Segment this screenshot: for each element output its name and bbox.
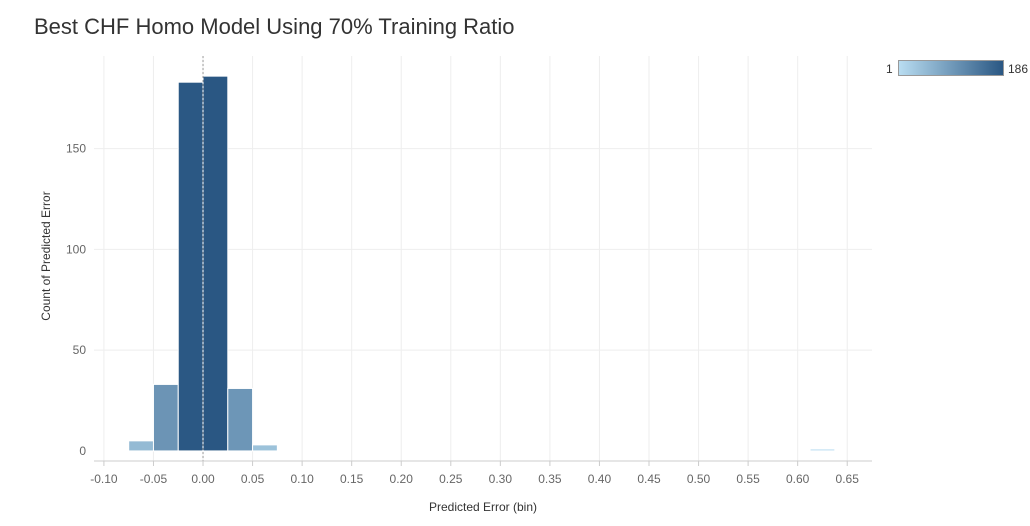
x-tick-label: 0.15 bbox=[340, 472, 364, 486]
histogram-bar bbox=[252, 444, 278, 452]
x-tick-label: 0.05 bbox=[241, 472, 265, 486]
y-axis-title: Count of Predicted Error bbox=[39, 191, 53, 320]
histogram-bar bbox=[809, 448, 836, 452]
histogram-bar bbox=[177, 81, 204, 452]
x-tick-label: 0.30 bbox=[489, 472, 513, 486]
y-tick-label: 100 bbox=[66, 242, 86, 256]
x-tick-label: 0.45 bbox=[637, 472, 661, 486]
histogram-bar bbox=[227, 387, 254, 452]
color-legend: 1 186 bbox=[880, 58, 1030, 80]
histogram-bar bbox=[128, 440, 154, 452]
chart-title: Best CHF Homo Model Using 70% Training R… bbox=[34, 14, 515, 39]
y-axis-ticks: 0 50 100 150 bbox=[66, 142, 86, 458]
x-tick-label: 0.20 bbox=[390, 472, 414, 486]
legend-gradient-bar bbox=[898, 60, 1004, 76]
histogram-bar bbox=[152, 383, 179, 452]
y-tick-label: 0 bbox=[79, 444, 86, 458]
x-tick-label: -0.05 bbox=[140, 472, 168, 486]
histogram-bars bbox=[128, 75, 836, 452]
x-tick-label: 0.10 bbox=[290, 472, 314, 486]
x-tick-label: 0.35 bbox=[538, 472, 562, 486]
x-tick-label: 0.00 bbox=[191, 472, 215, 486]
x-tick-label: 0.60 bbox=[786, 472, 810, 486]
legend-min-label: 1 bbox=[886, 62, 893, 76]
x-axis-ticks: -0.10 -0.05 0.00 0.05 0.10 0.15 0.20 0.25 0.30 0.… bbox=[90, 460, 872, 486]
x-tick-label: -0.10 bbox=[90, 472, 118, 486]
x-axis-title: Predicted Error (bin) bbox=[429, 500, 537, 514]
histogram-bar bbox=[202, 75, 229, 452]
x-tick-label: 0.65 bbox=[836, 472, 860, 486]
x-tick-label: 0.25 bbox=[439, 472, 463, 486]
legend-max-label: 186 bbox=[1008, 62, 1029, 76]
x-tick-label: 0.50 bbox=[687, 472, 711, 486]
y-tick-label: 150 bbox=[66, 142, 86, 156]
y-tick-label: 50 bbox=[73, 343, 87, 357]
x-tick-label: 0.55 bbox=[736, 472, 760, 486]
x-tick-label: 0.40 bbox=[588, 472, 612, 486]
